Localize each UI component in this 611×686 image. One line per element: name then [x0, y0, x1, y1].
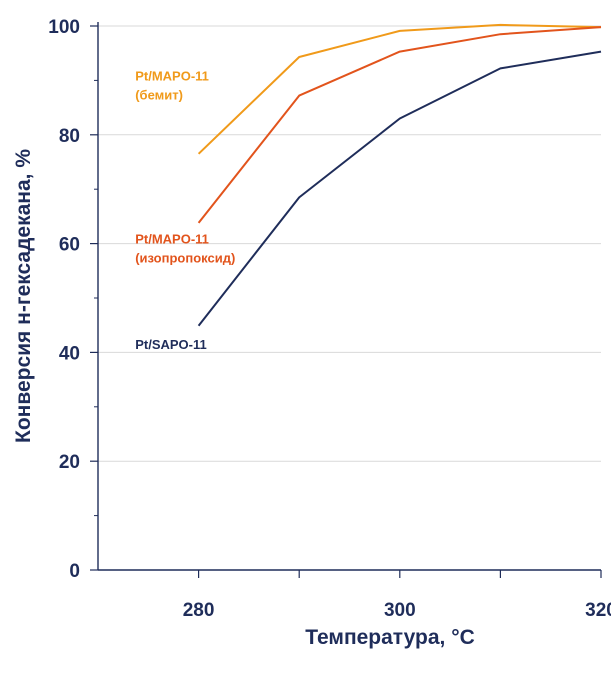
- y-axis-title: Конверсия н-гексадекана, %: [12, 149, 35, 443]
- y-tick-label-100: 100: [48, 17, 80, 38]
- series-layer: [197, 23, 602, 327]
- series-label-0-line-0: Pt/MAPO-11: [135, 68, 209, 83]
- series-label-1-line-1: (изопропоксид): [135, 251, 235, 266]
- label-layer: Pt/MAPO-11 (бемит) Pt/MAPO-11 (изопропоксид…: [135, 68, 235, 352]
- x-tick-label-320: 320: [585, 600, 611, 621]
- series-label-0-line-1: (бемит): [135, 87, 183, 102]
- y-tick-label-80: 80: [59, 126, 80, 147]
- series-line-2: [197, 50, 602, 327]
- y-tick-label-20: 20: [59, 452, 80, 473]
- series-line-1: [197, 26, 602, 224]
- grid-layer: [98, 25, 601, 462]
- series-line-0: [197, 23, 602, 155]
- axis-layer: 0 20 40 60 80 100 280 300 320: [48, 17, 611, 621]
- x-tick-label-280: 280: [183, 600, 215, 621]
- y-tick-label-60: 60: [59, 235, 80, 256]
- x-axis-title: Температура, °C: [305, 626, 475, 649]
- series-label-1-line-0: Pt/MAPO-11: [135, 232, 209, 247]
- x-tick-label-300: 300: [384, 600, 416, 621]
- y-tick-label-40: 40: [59, 343, 80, 364]
- series-label-2-line-0: Pt/SAPO-11: [135, 337, 207, 352]
- y-tick-label-0: 0: [69, 561, 80, 582]
